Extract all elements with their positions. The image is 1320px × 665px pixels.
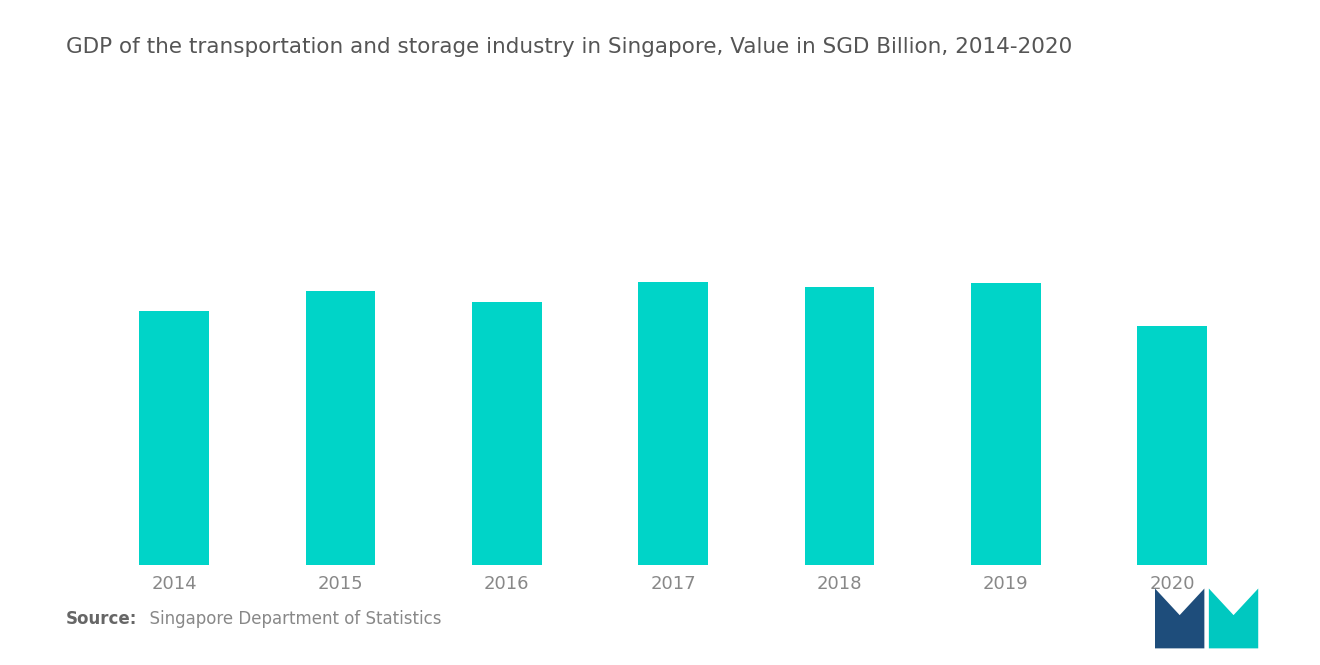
Polygon shape xyxy=(1209,589,1258,648)
Polygon shape xyxy=(1155,589,1204,648)
Text: Singapore Department of Statistics: Singapore Department of Statistics xyxy=(139,610,441,628)
Bar xyxy=(972,283,1041,565)
Bar xyxy=(1138,326,1208,565)
Bar xyxy=(139,311,209,565)
Bar xyxy=(305,291,375,565)
Bar xyxy=(473,302,541,565)
Bar xyxy=(805,287,874,565)
Bar xyxy=(639,282,708,565)
Text: GDP of the transportation and storage industry in Singapore, Value in SGD Billio: GDP of the transportation and storage in… xyxy=(66,37,1072,57)
Text: Source:: Source: xyxy=(66,610,137,628)
